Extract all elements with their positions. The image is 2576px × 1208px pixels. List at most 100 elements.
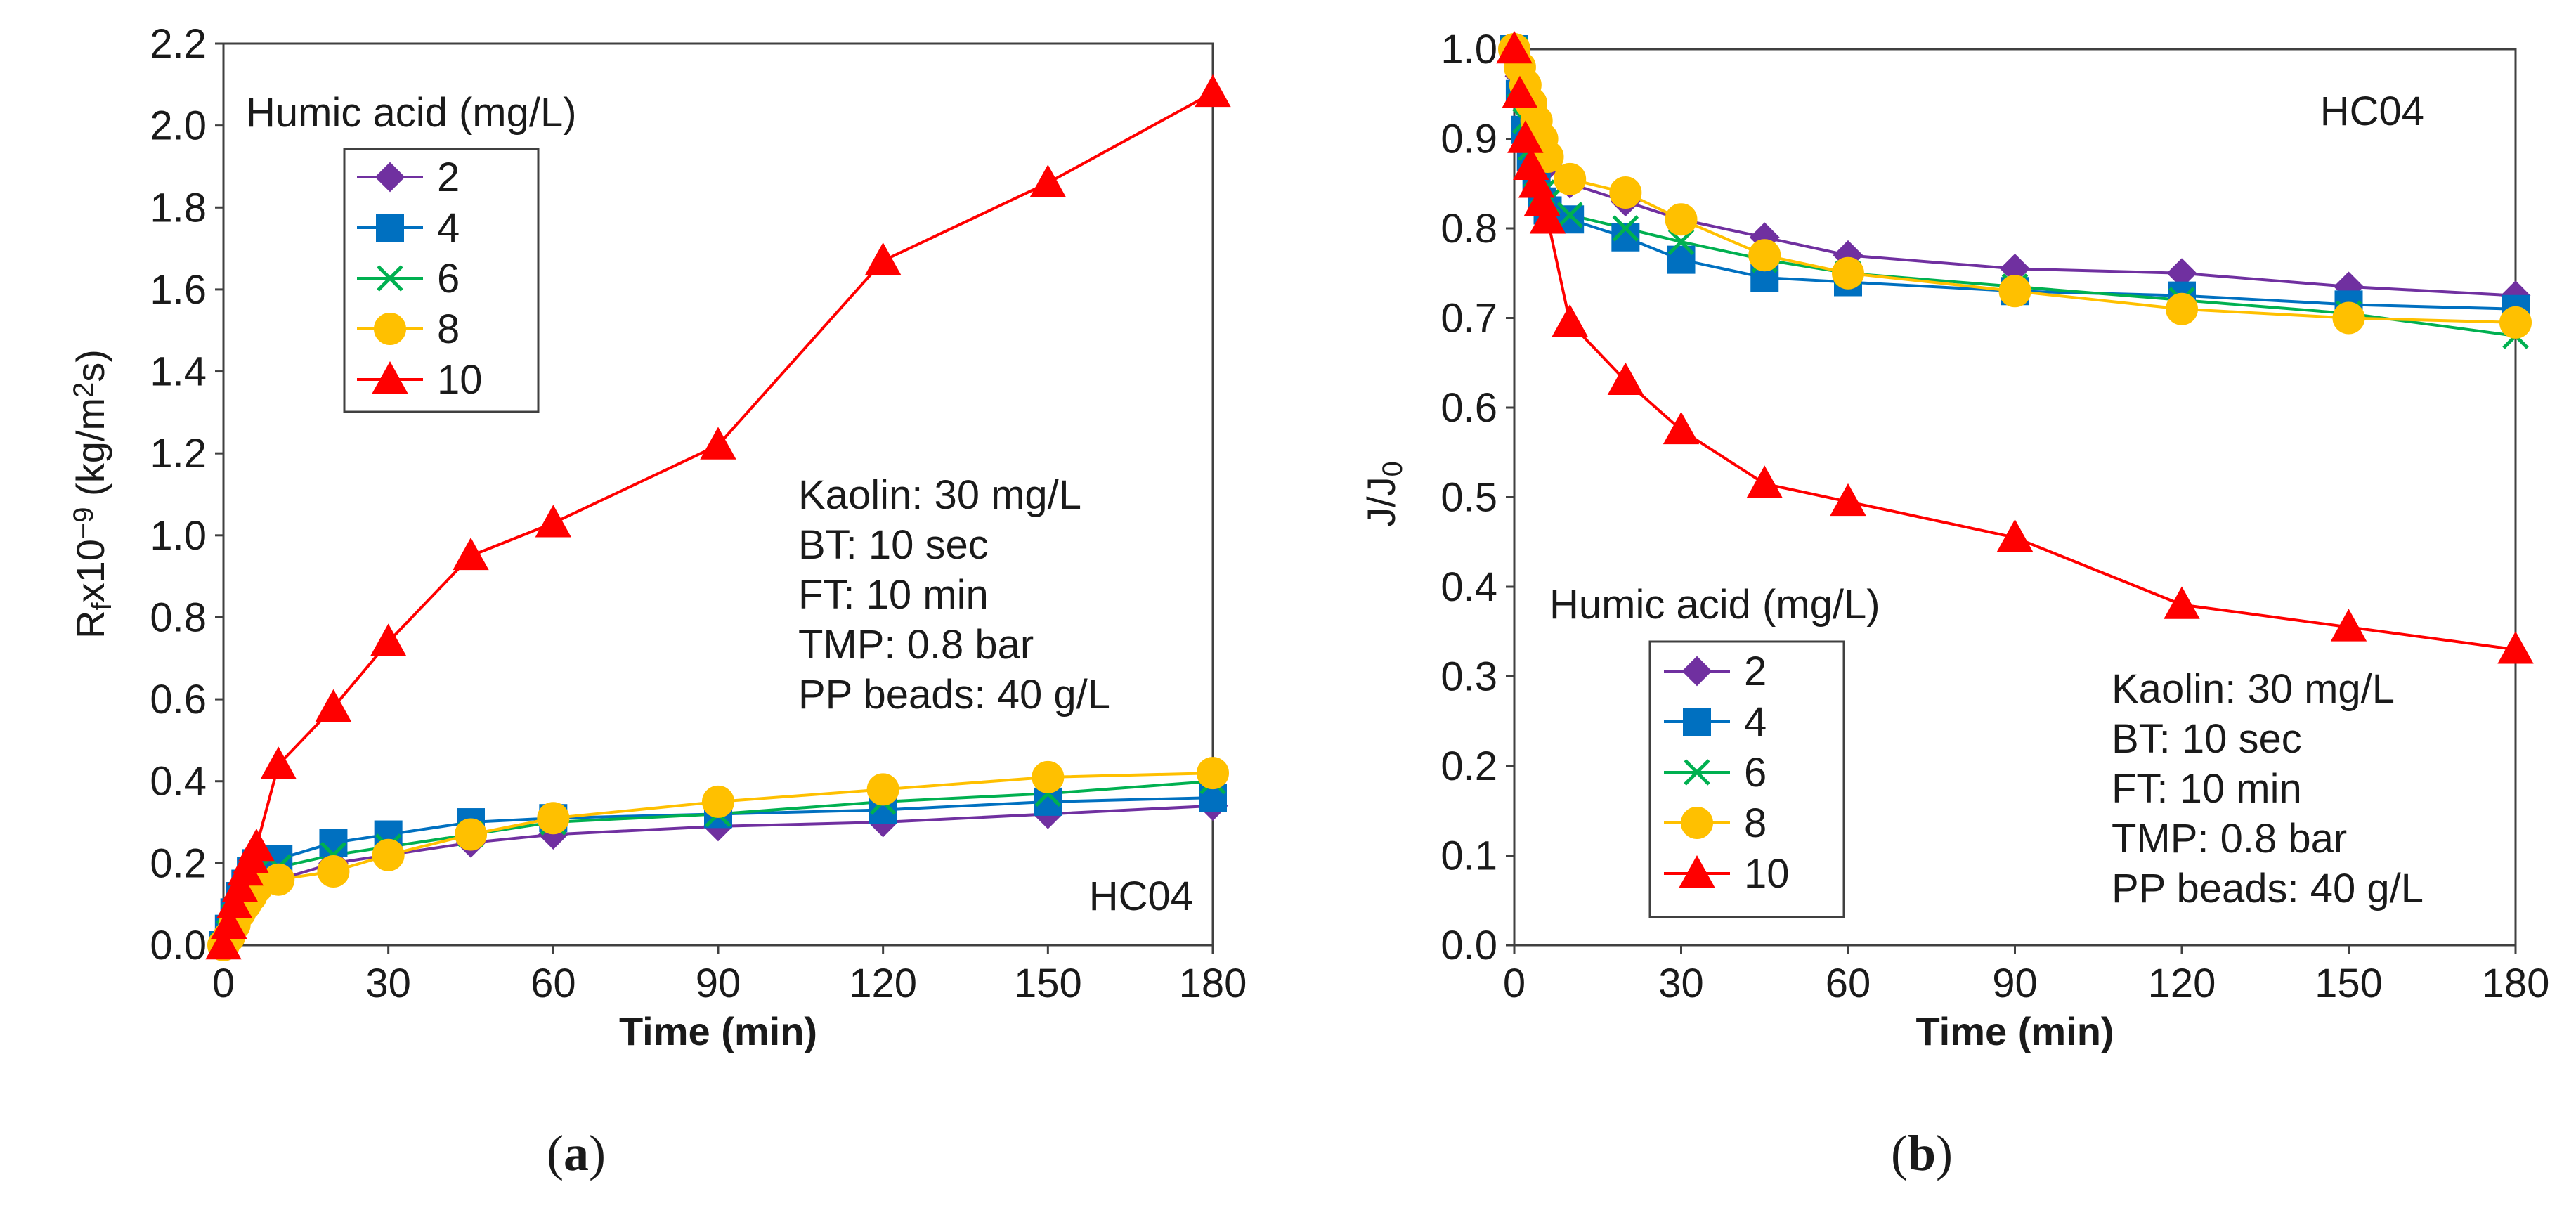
panel-caption: (a) [547, 1125, 606, 1181]
legend-label: 2 [437, 155, 460, 200]
x-tick-label: 30 [1658, 961, 1704, 1006]
y-tick-label: 1.6 [150, 267, 207, 313]
chart-panel-b: 0.0 0.1 0.2 0.3 0.4 0.5 0.6 0.7 0.8 0.9 1.0 0 30 60 90… [1359, 27, 2549, 1181]
annotation-line: TMP: 0.8 bar [798, 622, 1034, 668]
annotation-line: FT: 10 min [2112, 766, 2302, 812]
y-tick-label: 2.2 [150, 21, 207, 67]
legend-label: 6 [437, 256, 460, 301]
y-tick-label: 0.6 [1440, 385, 1497, 431]
y-tick-label: 0.2 [1440, 743, 1497, 789]
legend-label: 4 [437, 205, 460, 251]
legend-box [343, 148, 540, 413]
data-point [1502, 75, 1538, 108]
y-tick-label: 0.8 [1440, 206, 1497, 252]
data-point [2164, 586, 2200, 619]
sample-label: HC04 [1089, 873, 1193, 919]
legend-item-8: 8 [357, 306, 460, 352]
legend-marker [1681, 656, 1712, 687]
y-tick-label: 0.1 [1440, 833, 1497, 879]
data-point [2499, 306, 2532, 339]
data-point [1607, 362, 1644, 395]
x-tick-label: 180 [1179, 961, 1247, 1006]
data-point [535, 505, 572, 538]
data-point [315, 689, 352, 722]
data-point [238, 828, 275, 862]
legend-label: 4 [1744, 699, 1767, 745]
y-tick-label: 0.6 [150, 677, 207, 722]
data-point [866, 773, 899, 806]
y-tick-label: 0.0 [150, 923, 207, 968]
legend-label: 10 [437, 357, 483, 403]
annotation-line: BT: 10 sec [2112, 716, 2302, 762]
legend-marker [1684, 759, 1710, 786]
y-tick-label: 1.2 [150, 431, 207, 476]
legend-marker [1679, 855, 1715, 888]
data-point [1529, 201, 1566, 234]
legend-item-4: 4 [1664, 699, 1767, 745]
data-point [702, 785, 734, 818]
legend-label: 2 [1744, 649, 1767, 694]
data-point [1667, 228, 1695, 255]
data-point [1554, 162, 1587, 195]
y-tick-label: 1.0 [150, 513, 207, 559]
legend-item-10: 10 [1664, 851, 1790, 897]
y-tick-label: 1.0 [1440, 27, 1497, 72]
x-tick-label: 0 [1503, 961, 1526, 1006]
data-point [2497, 631, 2534, 664]
legend-marker [374, 313, 406, 345]
series-markers-2 [1499, 34, 2531, 311]
legend-item-8: 8 [1664, 800, 1767, 846]
data-point [2332, 301, 2365, 335]
y-tick-label: 0.0 [1440, 923, 1497, 968]
y-tick-label: 2.0 [150, 103, 207, 149]
legend-title: Humic acid (mg/L) [1549, 582, 1880, 628]
series-line-10 [1513, 48, 2516, 651]
y-tick-label: 1.8 [150, 185, 207, 230]
y-tick-label: 0.3 [1440, 654, 1497, 700]
annotation-line: PP beads: 40 g/L [798, 672, 1110, 717]
series-markers-8 [1498, 33, 2532, 339]
annotation-line: Kaolin: 30 mg/L [2112, 666, 2395, 712]
y-tick-label: 0.5 [1440, 475, 1497, 521]
data-point [864, 242, 902, 275]
legend-title: Humic acid (mg/L) [246, 90, 577, 136]
data-point [1612, 215, 1639, 242]
data-point [1748, 239, 1781, 272]
x-tick-label: 30 [365, 961, 411, 1006]
legend-marker [1681, 807, 1713, 839]
series-markers-10 [205, 74, 1231, 960]
x-tick-label: 60 [1826, 961, 1871, 1006]
y-tick-label: 0.4 [150, 759, 207, 805]
data-point [455, 818, 487, 851]
data-point [1998, 275, 2031, 308]
data-point [1830, 483, 1866, 517]
chart-panel-a: 0.0 0.2 0.4 0.6 0.8 1.0 1.2 1.4 1.6 1.8 2.0 2.2 0 30 6… [68, 21, 1247, 1181]
y-axis-label: J/J0 [1359, 461, 1408, 527]
legend-marker [377, 265, 403, 292]
data-point [211, 906, 247, 940]
legend-box [1648, 640, 1845, 918]
legend-item-2: 2 [1664, 649, 1767, 694]
x-tick-label: 90 [1992, 961, 2038, 1006]
legend-marker [376, 214, 404, 242]
x-axis-label: Time (min) [619, 1009, 817, 1053]
legend-label: 8 [1744, 800, 1767, 846]
data-point [221, 869, 259, 902]
data-point [2166, 292, 2198, 325]
data-point [1665, 203, 1698, 236]
y-axis-label: Rfx10−9 (kg/m2s) [68, 349, 117, 639]
data-point [1195, 74, 1231, 108]
x-tick-label: 150 [2315, 961, 2383, 1006]
data-point [372, 838, 405, 871]
y-tick-label: 0.9 [1440, 117, 1497, 162]
data-point [260, 746, 297, 779]
legend-label: 6 [1744, 750, 1767, 795]
x-tick-label: 90 [696, 961, 741, 1006]
panel-caption: (b) [1891, 1125, 1953, 1181]
annotation-line: Kaolin: 30 mg/L [798, 472, 1081, 518]
data-point [216, 885, 253, 918]
y-tick-label: 0.4 [1440, 564, 1497, 610]
x-axis-label: Time (min) [1915, 1009, 2114, 1053]
data-point [700, 427, 736, 460]
